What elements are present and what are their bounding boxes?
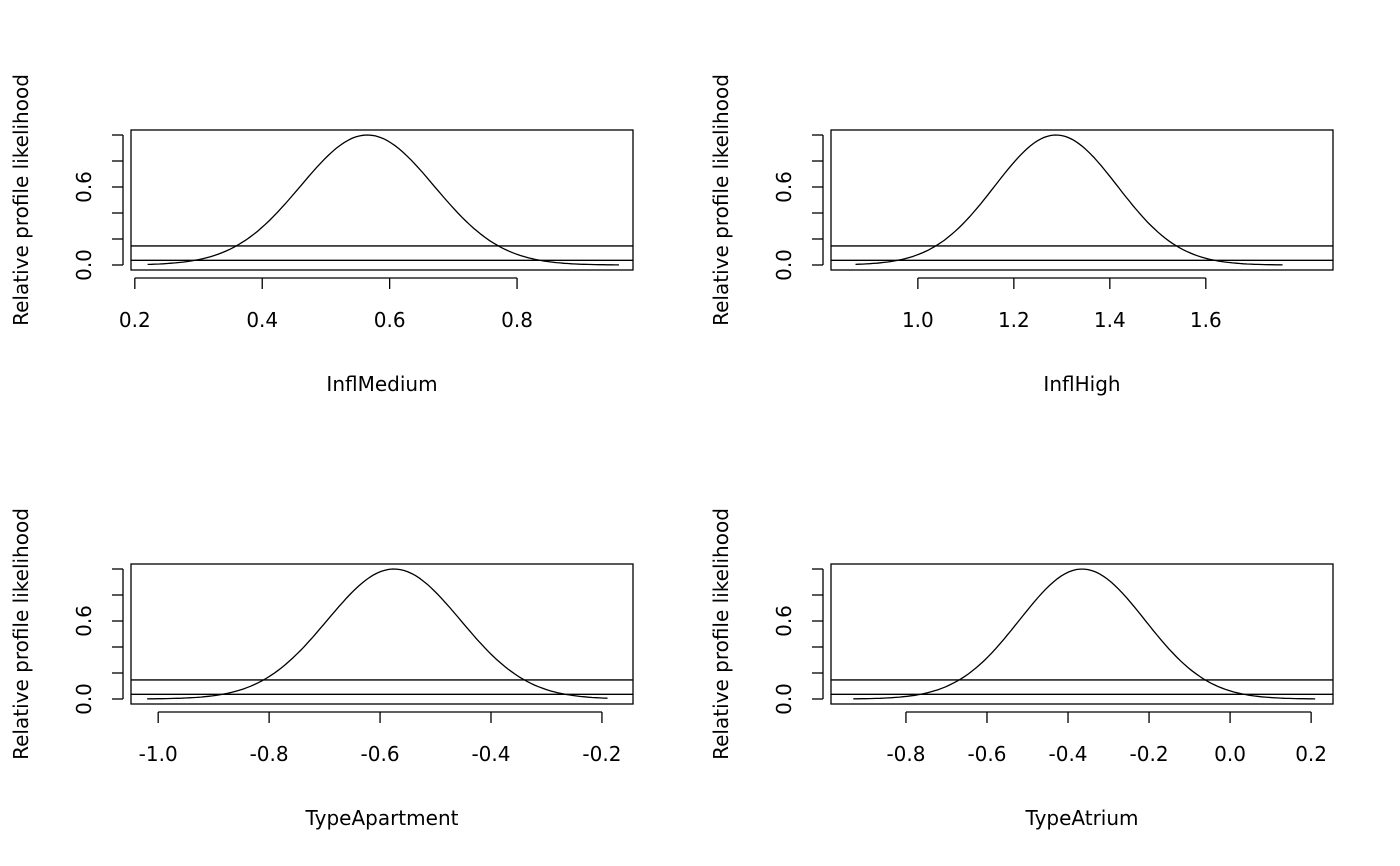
y-axis-label: Relative profile likelihood [709,508,733,760]
panel-inflmedium: 0.2 0.4 0.6 0.8 0.0 0.6 InflMedium Relative pro… [9,74,634,396]
panel-inflhigh: 1.0 1.2 1.4 1.6 0.0 0.6 InflHigh Relative profi… [709,74,1334,396]
y-tick-label: 0.0 [772,249,796,281]
y-tick-label: 0.6 [72,605,96,637]
x-axis-label: InflHigh [1043,372,1120,396]
x-tick-label: 0.2 [119,308,151,332]
y-tick-label: 0.0 [72,683,96,715]
x-tick-label: -0.2 [1130,742,1169,766]
x-tick-label: 0.0 [1214,742,1246,766]
likelihood-curve [855,134,1283,266]
plot-box [130,563,634,705]
x-tick-label: -0.8 [886,742,925,766]
panel-typeapartment: -1.0 -0.8 -0.6 -0.4 -0.2 0.0 0.6 TypeApartment R… [9,508,634,830]
x-tick-label: 0.4 [246,308,278,332]
plot-box [830,563,1334,705]
x-tick-label: -1.0 [139,742,178,766]
y-axis-label: Relative profile likelihood [9,74,33,326]
x-axis-label: TypeApartment [305,806,459,830]
x-axis-label: InflMedium [326,372,437,396]
y-tick-label: 0.6 [772,605,796,637]
x-tick-label: -0.4 [1049,742,1088,766]
x-axis-label: TypeAtrium [1024,806,1138,830]
x-tick-label: -0.2 [582,742,621,766]
x-tick-label: -0.4 [471,742,510,766]
plot-box [830,129,1334,271]
y-axis-label: Relative profile likelihood [9,508,33,760]
x-tick-label: 1.4 [1094,308,1126,332]
x-tick-label: 0.6 [374,308,406,332]
likelihood-curve [147,134,619,266]
x-tick-label: 0.8 [501,308,533,332]
likelihood-curve [147,568,608,700]
y-tick-label: 0.0 [72,249,96,281]
y-tick-label: 0.6 [772,171,796,203]
x-tick-label: 1.0 [902,308,934,332]
x-tick-label: 1.6 [1190,308,1222,332]
x-tick-label: 0.2 [1295,742,1327,766]
panel-typeatrium: -0.8 -0.6 -0.4 -0.2 0.0 0.2 0.0 0.6 TypeAtrium Re… [709,508,1334,830]
x-tick-label: -0.6 [967,742,1006,766]
x-tick-label: -0.6 [361,742,400,766]
x-tick-label: 1.2 [998,308,1030,332]
likelihood-curve [853,568,1316,700]
y-tick-label: 0.0 [772,683,796,715]
plot-box [130,129,634,271]
y-tick-label: 0.6 [72,171,96,203]
x-tick-label: -0.8 [250,742,289,766]
y-axis-label: Relative profile likelihood [709,74,733,326]
